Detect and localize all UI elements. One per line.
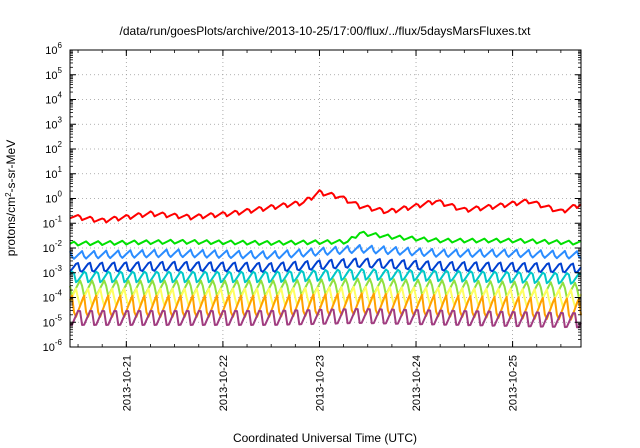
y-tick-label: 10-1 (43, 214, 63, 230)
x-axis-label: Coordinated Universal Time (UTC) (233, 431, 417, 445)
y-tick-exponent: 6 (58, 41, 63, 50)
y-tick-exponent: -1 (55, 214, 63, 223)
x-tick-label: 2013-10-23 (314, 355, 326, 411)
series-line (69, 189, 582, 224)
y-tick-exponent: -4 (55, 289, 63, 298)
x-tick-label: 2013-10-22 (218, 355, 230, 411)
y-tick-base: 10 (43, 317, 55, 329)
series-line (69, 268, 582, 285)
y-tick-label: 103 (45, 115, 62, 131)
y-axis-label-sup: 2 (4, 192, 13, 197)
y-tick-label: 10-5 (43, 313, 63, 329)
y-tick-label: 10-2 (43, 239, 63, 255)
y-tick-exponent: -6 (55, 338, 63, 347)
y-tick-label: 10-6 (43, 338, 63, 354)
y-tick-base: 10 (43, 293, 55, 305)
y-axis-label-post: -s-sr-MeV (4, 140, 18, 193)
x-tick-label: 2013-10-21 (121, 355, 133, 411)
y-tick-base: 10 (45, 119, 57, 131)
series-line (69, 230, 582, 247)
y-tick-label: 101 (45, 165, 62, 181)
y-tick-base: 10 (45, 194, 57, 206)
series-line (69, 292, 582, 321)
y-axis: 10-610-510-410-310-210-11001011021031041… (43, 41, 581, 354)
y-tick-base: 10 (45, 169, 57, 181)
series-line (69, 308, 582, 329)
y-tick-exponent: -2 (55, 239, 63, 248)
y-tick-base: 10 (45, 144, 57, 156)
y-tick-exponent: -5 (55, 313, 63, 322)
y-tick-exponent: 2 (58, 140, 63, 149)
grid-lines (70, 50, 581, 347)
y-tick-base: 10 (45, 95, 57, 107)
y-tick-exponent: 0 (58, 190, 63, 199)
y-tick-base: 10 (43, 243, 55, 255)
x-tick-label: 2013-10-25 (508, 355, 520, 411)
y-tick-exponent: 3 (58, 115, 63, 124)
y-axis-label: protons/cm2-s-sr-MeV (4, 140, 19, 256)
y-tick-base: 10 (45, 45, 57, 57)
y-tick-exponent: 5 (58, 66, 63, 75)
y-tick-label: 10-3 (43, 264, 63, 280)
y-tick-label: 106 (45, 41, 62, 57)
y-tick-base: 10 (43, 268, 55, 280)
y-tick-label: 104 (45, 91, 62, 107)
y-tick-label: 100 (45, 190, 62, 206)
series-line (69, 244, 582, 260)
y-tick-exponent: -3 (55, 264, 63, 273)
y-tick-base: 10 (43, 218, 55, 230)
series-lines (69, 189, 582, 329)
x-axis: 2013-10-21 2013-10-22 2013-10-23 2013-10-24… (77, 50, 562, 411)
x-tick-label: 2013-10-24 (411, 355, 423, 411)
y-tick-exponent: 4 (58, 91, 63, 100)
y-tick-label: 102 (45, 140, 62, 156)
y-tick-base: 10 (45, 70, 57, 82)
y-tick-exponent: 1 (58, 165, 63, 174)
y-tick-base: 10 (43, 342, 55, 354)
y-tick-label: 10-4 (43, 289, 63, 305)
chart-title: /data/run/goesPlots/archive/2013-10-25/1… (120, 24, 532, 38)
series-line (69, 257, 582, 274)
y-tick-label: 105 (45, 66, 62, 82)
y-axis-label-pre: protons/cm (4, 197, 18, 256)
